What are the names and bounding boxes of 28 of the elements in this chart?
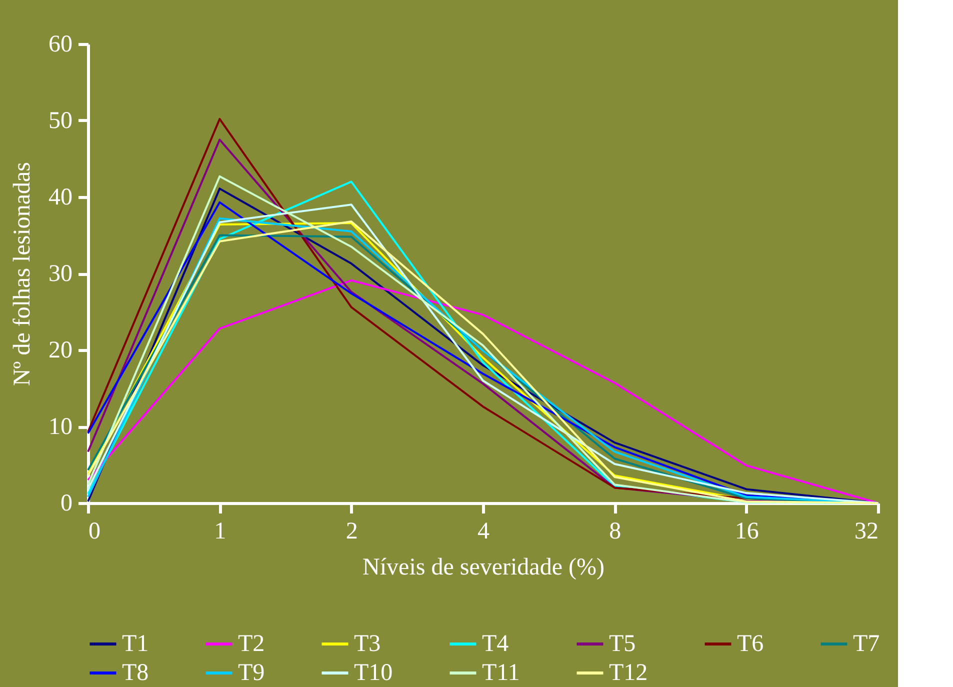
y-tick-label: 20 [48, 338, 72, 364]
y-tick-label: 10 [48, 414, 72, 440]
legend-label: T7 [853, 631, 880, 657]
x-axis-title: Níveis de severidade (%) [362, 554, 604, 580]
y-tick-label: 0 [60, 490, 72, 516]
x-tick-label: 1 [214, 518, 226, 544]
x-tick-label: 0 [88, 518, 100, 544]
legend-label: T1 [122, 631, 149, 657]
legend-label: T5 [609, 631, 636, 657]
y-tick-label: 40 [48, 184, 72, 210]
legend-label: T9 [238, 660, 265, 686]
legend-label: T2 [238, 631, 265, 657]
x-tick-label: 32 [854, 518, 878, 544]
legend-label: T10 [354, 660, 393, 686]
y-tick-label: 50 [48, 108, 72, 134]
x-tick-label: 8 [609, 518, 622, 544]
y-tick-label: 60 [48, 32, 72, 58]
y-tick-label: 30 [48, 261, 72, 287]
legend-label: T8 [122, 660, 149, 686]
legend-label: T12 [609, 660, 648, 686]
x-tick-label: 2 [346, 518, 358, 544]
legend-label: T11 [482, 660, 520, 686]
x-tick-label: 4 [478, 518, 490, 544]
legend-label: T6 [737, 631, 764, 657]
y-axis-title: Nº de folhas lesionadas [10, 162, 36, 386]
legend-label: T3 [354, 631, 381, 657]
x-tick-label: 16 [734, 518, 759, 544]
legend-label: T4 [482, 631, 509, 657]
